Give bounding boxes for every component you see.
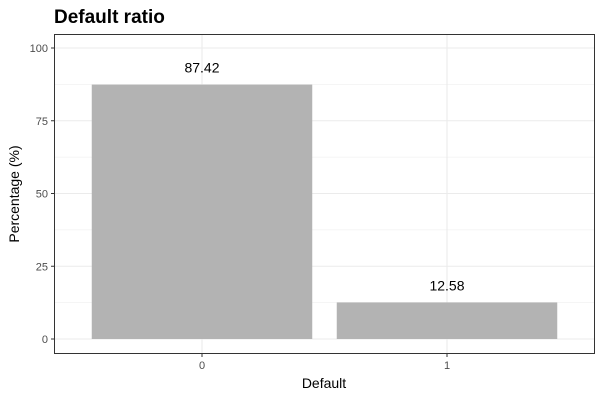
y-tick-label: 25 bbox=[36, 261, 48, 273]
y-tick-label: 75 bbox=[36, 116, 48, 128]
x-axis-title: Default bbox=[302, 375, 346, 391]
bar-0 bbox=[91, 84, 313, 339]
x-tick-label: 0 bbox=[199, 360, 205, 372]
y-tick-label: 100 bbox=[30, 43, 48, 55]
bar-1 bbox=[336, 302, 558, 339]
y-tick-label: 50 bbox=[36, 189, 48, 201]
bar-layer: 87.42 12.58 bbox=[91, 60, 558, 339]
axis-layer: 0 25 50 75 100 0 1 bbox=[30, 43, 450, 372]
y-axis-title: Percentage (%) bbox=[6, 145, 22, 242]
data-label-1: 12.58 bbox=[429, 277, 464, 293]
x-tick-label: 1 bbox=[444, 360, 450, 372]
chart-title: Default ratio bbox=[54, 7, 165, 28]
y-tick-label: 0 bbox=[42, 334, 48, 346]
data-label-0: 87.42 bbox=[184, 60, 219, 76]
